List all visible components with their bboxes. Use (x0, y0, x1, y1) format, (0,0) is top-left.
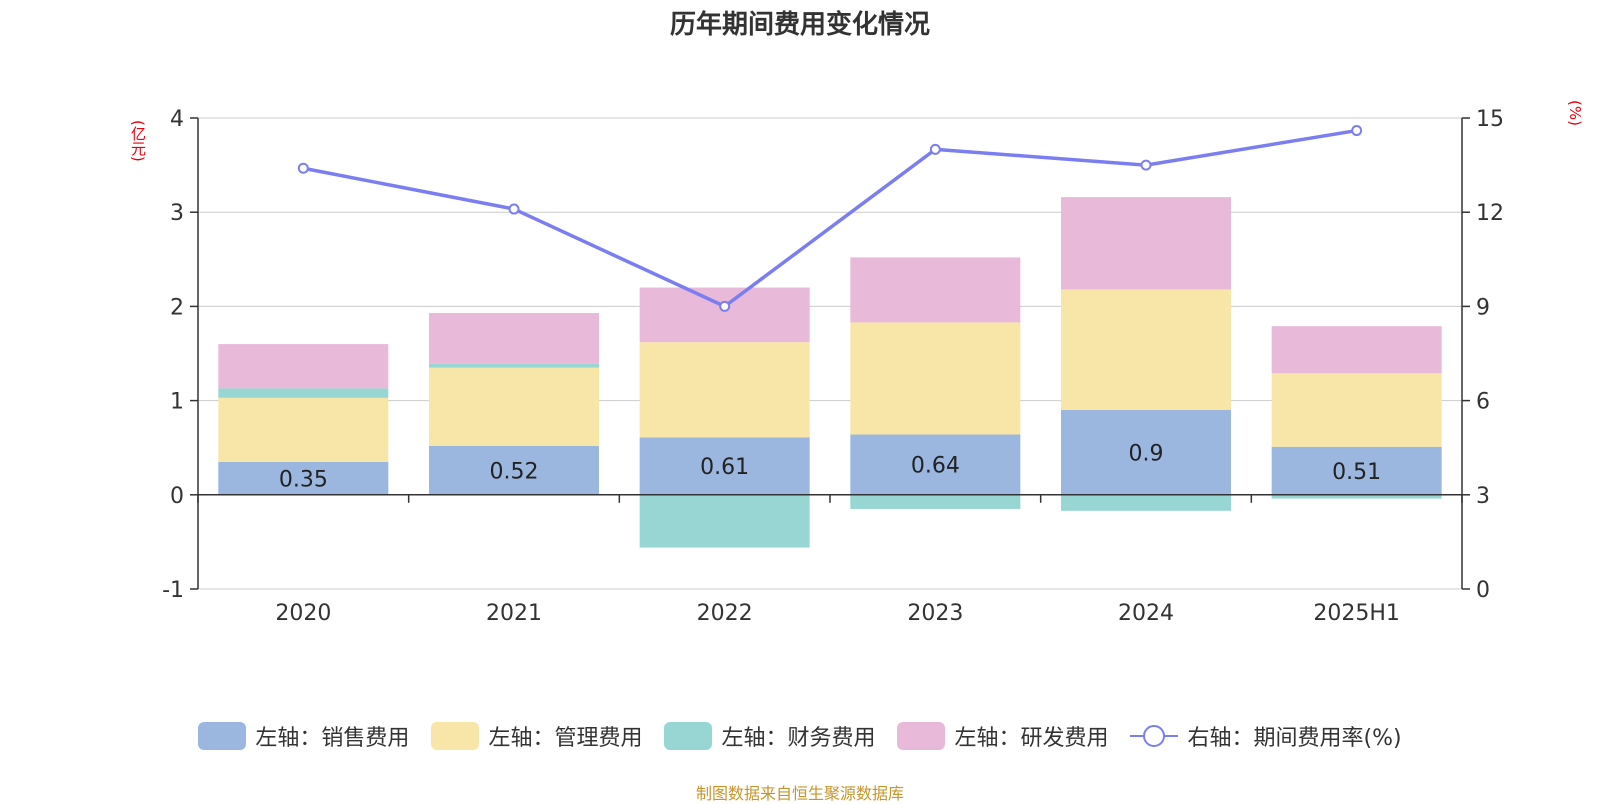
bar-rnd (850, 257, 1021, 323)
legend-label-rnd: 左轴：研发费用 (954, 726, 1109, 751)
x-tick-label: 2020 (275, 601, 331, 626)
bar-finance (429, 363, 599, 368)
y-left-tick-label: 2 (170, 295, 184, 320)
chart-title: 历年期间费用变化情况 (669, 10, 930, 40)
bar-admin (1271, 373, 1442, 447)
bar-admin (429, 367, 599, 446)
rate-point (1351, 125, 1363, 137)
bar-admin (218, 397, 389, 462)
y-right-tick-label: 0 (1476, 578, 1490, 603)
y-left-tick-label: 4 (170, 107, 184, 132)
rate-point (719, 300, 731, 312)
y-right-tick-label: 6 (1476, 390, 1490, 415)
bar-sales (1061, 410, 1231, 495)
legend-label-sales: 左轴：销售费用 (255, 726, 410, 751)
y-left-tick-label: 3 (170, 201, 184, 226)
legend-item-rate[interactable]: 右轴：期间费用率(%) (1130, 720, 1402, 752)
x-tick-label: 2021 (486, 601, 542, 626)
bar-rnd (1271, 326, 1442, 374)
bar-admin (850, 322, 1021, 435)
y-right-tick-label: 9 (1476, 295, 1490, 320)
bar-finance (1271, 494, 1442, 499)
x-tick-label: 2024 (1118, 601, 1174, 626)
left-axis-unit: (亿元) (129, 120, 147, 162)
y-left-tick-label: -1 (162, 578, 184, 603)
bar-finance (639, 494, 810, 548)
bar-rnd (639, 287, 810, 343)
legend-label-rate: 右轴：期间费用率(%) (1187, 726, 1402, 751)
x-tick-label: 2022 (697, 601, 753, 626)
y-left-tick-label: 0 (170, 484, 184, 509)
right-axis-unit: (%) (1566, 100, 1584, 126)
legend: 左轴：销售费用 左轴：管理费用 左轴：财务费用 左轴：研发费用 右轴：期间费用率… (0, 720, 1600, 752)
bar-sales (218, 461, 389, 495)
legend-item-rnd[interactable]: 左轴：研发费用 (897, 720, 1108, 752)
legend-item-finance[interactable]: 左轴：财务费用 (664, 720, 875, 752)
bar-sales (429, 445, 599, 495)
legend-swatch-admin (431, 722, 480, 750)
bar-sales (850, 434, 1021, 495)
legend-line-marker-icon (1130, 725, 1179, 747)
legend-label-admin: 左轴：管理费用 (488, 726, 643, 751)
bar-finance (218, 388, 389, 398)
y-left-tick-label: 1 (170, 390, 184, 415)
bar-sales (1271, 446, 1442, 495)
rate-point (508, 203, 520, 215)
bar-rnd (429, 312, 599, 364)
data-label: 0.35 (279, 467, 328, 492)
bar-sales (639, 437, 810, 495)
rate-point (929, 143, 941, 155)
bar-rnd (218, 344, 389, 389)
rate-line (303, 128, 1357, 309)
legend-item-admin[interactable]: 左轴：管理费用 (431, 720, 642, 752)
bar-finance (850, 494, 1021, 509)
legend-swatch-sales (198, 722, 247, 750)
legend-swatch-finance (664, 722, 713, 750)
bar-finance (1061, 494, 1231, 511)
source-footer: 制图数据来自恒生聚源数据库 (695, 784, 904, 803)
bar-admin (1061, 289, 1231, 411)
data-label: 0.51 (1332, 460, 1381, 485)
bar-admin (639, 342, 810, 438)
data-label: 0.52 (490, 459, 539, 484)
data-label: 0.61 (700, 455, 749, 480)
chart-canvas: 0.35 0.52 0.61 0.64 0.9 0.51 2020 2021 2022 2023 2… (162, 107, 1504, 626)
rate-point (297, 162, 309, 174)
bar-rnd (1061, 197, 1231, 290)
data-label: 0.64 (911, 454, 960, 479)
rate-point (1140, 159, 1152, 171)
y-right-tick-label: 15 (1476, 107, 1504, 132)
data-label: 0.9 (1129, 441, 1164, 466)
x-tick-label: 2023 (907, 601, 963, 626)
legend-swatch-rnd (897, 722, 946, 750)
x-tick-label: 2025H1 (1313, 601, 1400, 626)
y-right-tick-label: 12 (1476, 201, 1504, 226)
y-right-tick-label: 3 (1476, 484, 1490, 509)
legend-item-sales[interactable]: 左轴：销售费用 (198, 720, 409, 752)
legend-label-finance: 左轴：财务费用 (721, 726, 876, 751)
